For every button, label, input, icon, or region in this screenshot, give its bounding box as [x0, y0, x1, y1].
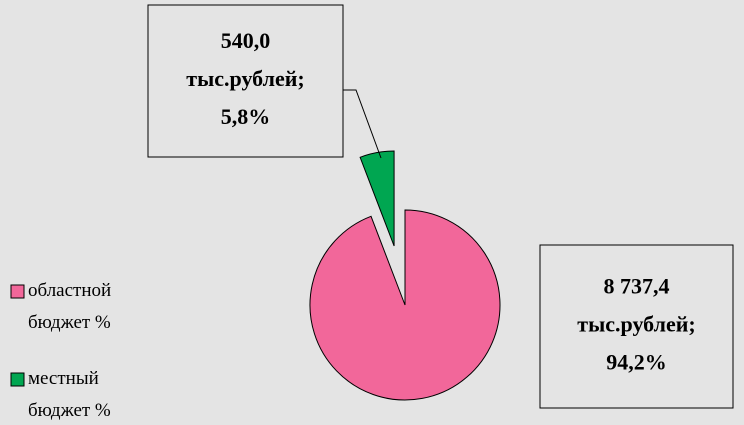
value-label: 540,0 тыс.рублей; 5,8% [186, 28, 304, 129]
legend-swatch [10, 284, 25, 299]
legend-label: областной бюджет % [28, 280, 111, 333]
legend-label: местный бюджет % [28, 368, 111, 421]
label-box [147, 4, 344, 158]
pie-slice [309, 209, 501, 401]
value-label: 8 737,4 тыс.рублей; 94,2% [577, 274, 695, 375]
label-box [539, 244, 734, 409]
pie-slice [359, 150, 395, 247]
legend-swatch [10, 372, 25, 387]
leader-line [343, 89, 382, 159]
